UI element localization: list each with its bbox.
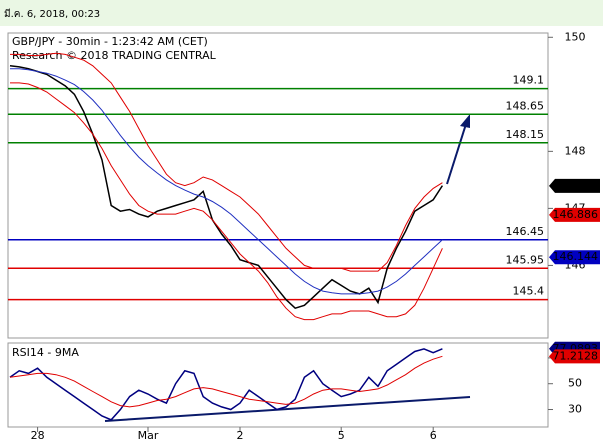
price-tag (549, 349, 600, 364)
chart-title: GBP/JPY - 30min - 1:23:42 AM (CET) (12, 35, 208, 48)
price-tag (549, 250, 600, 265)
x-tick-label: 5 (338, 429, 345, 442)
series-line (10, 68, 443, 295)
price-tag-label: 146.886 (553, 208, 599, 221)
level-label: 146.45 (506, 225, 545, 238)
level-label: 148.15 (506, 128, 545, 141)
x-tick-label: 2 (237, 429, 244, 442)
chart-subtitle: Research © 2018 TRADING CENTRAL (12, 49, 217, 62)
series-line (9, 348, 443, 421)
y-tick-label: 30 (568, 403, 582, 416)
price-tag (549, 207, 600, 222)
price-tag (549, 178, 600, 193)
y-tick-label: 50 (568, 377, 582, 390)
series-line (10, 52, 443, 272)
y-tick-label: 150 (565, 30, 586, 43)
series-line (9, 355, 443, 408)
level-label: 145.95 (506, 253, 545, 266)
rsi-trendline (104, 396, 471, 422)
price-tag-label: 147.395 (553, 179, 599, 192)
x-tick-label: 28 (31, 429, 45, 442)
rsi-panel (7, 342, 549, 428)
header-bar (0, 0, 603, 26)
y-tick-label: 148 (565, 144, 586, 157)
price-tag-label: 146.144 (553, 250, 599, 263)
forecast-arrow (446, 123, 467, 185)
series-line (10, 82, 443, 321)
x-tick-label: 6 (430, 429, 437, 442)
price-panel (7, 32, 549, 339)
header-date: มี.ค. 6, 2018, 00:23 (4, 8, 100, 20)
price-tag-label: 71.2128 (553, 349, 599, 362)
series-line (9, 65, 444, 310)
level-label: 148.65 (506, 99, 545, 112)
rsi-title: RSI14 - 9MA (12, 346, 79, 359)
x-tick-label: Mar (138, 429, 159, 442)
level-label: 145.4 (513, 285, 545, 298)
arrow-head (460, 114, 470, 128)
level-label: 149.1 (513, 74, 545, 87)
